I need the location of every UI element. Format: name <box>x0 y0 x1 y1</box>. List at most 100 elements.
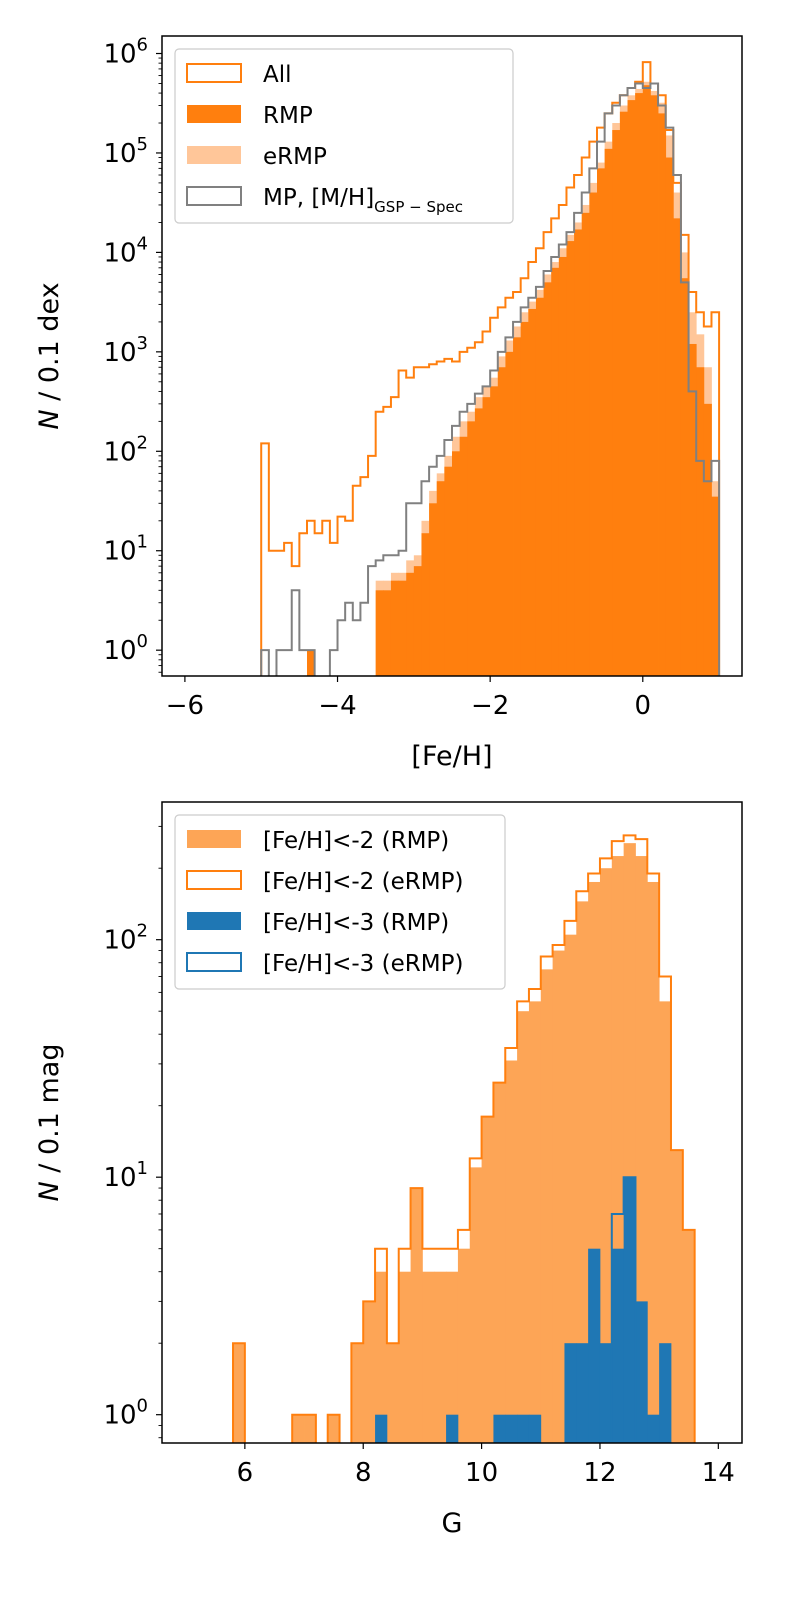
g-y-tick-label: 101 <box>103 1158 148 1193</box>
feh-legend-label-all: All <box>263 62 292 88</box>
feh-series-rmp-bar <box>452 451 461 676</box>
feh-x-ticks: −6 −4 −2 0 <box>166 676 651 721</box>
feh-legend: All RMP eRMP MP, [M/H]GSP − Spec <box>174 48 514 224</box>
feh-series-rmp-bar <box>436 481 445 676</box>
g-series-fe-h-2-rmp-bar <box>292 1414 305 1443</box>
g-legend: [Fe/H]<-2 (RMP) [Fe/H]<-2 (eRMP) [Fe/H]<-3… <box>174 814 506 990</box>
feh-series-rmp-bar <box>696 367 705 676</box>
feh-series-rmp-bar <box>658 113 667 676</box>
g-series-fe-h-3-rmp-bar <box>599 1343 613 1443</box>
feh-y-tick-label: 102 <box>103 432 148 467</box>
feh-series-rmp-bar <box>551 267 560 676</box>
g-x-axis-label: G <box>442 1508 463 1539</box>
g-series-fe-h-2-rmp-bar <box>599 868 613 1443</box>
g-series-fe-h-2-rmp-bar <box>552 950 565 1443</box>
feh-series-rmp-bar <box>421 533 430 676</box>
g-series-fe-h-2-rmp-bar <box>422 1271 435 1443</box>
feh-series-rmp-bar <box>398 580 407 676</box>
feh-series-rmp-bar <box>375 590 384 676</box>
feh-y-tick-label: 105 <box>103 134 148 169</box>
feh-y-tick-label: 100 <box>103 631 148 666</box>
feh-series-rmp-bar <box>688 343 697 676</box>
g-axes-frame <box>161 801 743 1444</box>
feh-series-rmp-bar <box>558 256 567 676</box>
feh-y-tick-label: 104 <box>103 233 148 268</box>
feh-legend-box <box>174 48 514 224</box>
g-legend-swatch-fe-h-2-ermp <box>186 870 242 890</box>
g-series-fe-h-2-rmp-bar <box>233 1343 246 1443</box>
feh-series-rmp-bar <box>627 100 636 676</box>
g-series-fe-h-2-rmp-bar <box>446 1271 459 1443</box>
feh-series-rmp-bar <box>467 421 476 676</box>
g-legend-swatch-fe-h-3-rmp <box>187 912 241 930</box>
feh-series-rmp-bar <box>604 148 613 676</box>
feh-series-rmp-bar <box>490 386 499 676</box>
feh-y-axis-label-unit: / 0.1 dex <box>34 282 65 409</box>
g-series-fe-h-3-rmp-bar <box>611 1248 625 1443</box>
g-series-fe-h-3-rmp-bar <box>493 1414 506 1443</box>
g-series-fe-h-3-rmp-bar <box>647 1414 660 1443</box>
feh-series-mp-m-h-gsp-spec <box>260 82 721 676</box>
g-series-fe-h-3-rmp-bar <box>623 1177 636 1443</box>
g-legend-label-fe-h-2-ermp: [Fe/H]<-2 (eRMP) <box>263 869 463 895</box>
g-series-fe-h-2-rmp-bar <box>327 1414 340 1443</box>
feh-series-rmp-bar <box>459 436 468 676</box>
feh-series-rmp-bar <box>619 111 628 676</box>
feh-series-rmp-bar <box>528 308 537 676</box>
g-series-fe-h-3-rmp-bar <box>659 1343 672 1443</box>
feh-x-tick-label: −4 <box>318 691 356 721</box>
g-x-ticks: 6 8 10 12 14 <box>237 1443 735 1488</box>
feh-series-rmp-bar <box>307 650 316 676</box>
g-legend-swatch-fe-h-2-rmp <box>187 830 241 848</box>
g-series-fe-h-2-rmp-bar <box>386 1343 400 1443</box>
g-series-fe-h-2-rmp-bar <box>540 969 554 1443</box>
feh-series-rmp-bar <box>581 212 590 676</box>
feh-series-all <box>260 61 721 676</box>
feh-y-axis-label: N / 0.1 dex <box>34 282 65 429</box>
feh-series-rmp-bar <box>650 95 659 676</box>
g-series-fe-h-2-rmp-bar <box>434 1271 447 1443</box>
g-series-fe-h-2-rmp-bar <box>670 1150 684 1443</box>
g-y-ticks: 100 101 102 <box>103 825 162 1439</box>
feh-series-rmp-bar <box>444 466 453 676</box>
feh-y-tick-label: 106 <box>103 35 148 70</box>
feh-series-rmp-bar <box>635 93 644 676</box>
g-y-axis-label: N / 0.1 mag <box>34 1044 65 1202</box>
g-legend-label-fe-h-2-rmp: [Fe/H]<-2 (RMP) <box>263 828 449 854</box>
g-y-tick-label: 102 <box>103 921 148 956</box>
feh-series-rmp-bar <box>574 229 583 676</box>
g-series-fe-h-2-rmp-bar <box>659 1001 672 1443</box>
g-x-tick-label: 8 <box>355 1458 372 1488</box>
g-series-fe-h-2-rmp-bar <box>647 881 660 1443</box>
g-series-fe-h-2-rmp-bar <box>363 1301 376 1443</box>
feh-series-rmp-bar <box>497 367 506 676</box>
feh-series-rmp-bar <box>589 192 598 676</box>
feh-x-tick-label: −2 <box>471 691 509 721</box>
feh-y-tick-label: 103 <box>103 333 148 368</box>
g-series-fe-h-3-rmp-bar <box>505 1414 518 1443</box>
g-series-fe-h-2-rmp-bar <box>635 856 648 1443</box>
g-y-axis-label-n: N <box>34 1181 65 1201</box>
g-series-fe-h-2-rmp-bar <box>457 1248 471 1443</box>
g-y-tick-label: 100 <box>103 1396 148 1431</box>
g-series-fe-h-3-rmp-bar <box>446 1414 459 1443</box>
g-series-fe-h-2-rmp-bar <box>505 1060 518 1443</box>
feh-series-rmp-bar <box>406 572 415 676</box>
feh-series-rmp-bar <box>566 241 575 676</box>
feh-series-rmp <box>307 85 720 676</box>
feh-legend-swatch-mp-m-h <box>186 186 242 206</box>
g-series-fe-h-2-rmp-bar <box>517 1011 530 1443</box>
feh-series-rmp-bar <box>505 351 514 676</box>
feh-series-rmp-bar <box>474 408 483 676</box>
feh-series-rmp-bar <box>680 278 689 676</box>
feh-legend-swatch-ermp <box>187 146 241 164</box>
feh-series-rmp-bar <box>429 503 438 676</box>
g-series-fe-h-2-rmp-bar <box>398 1271 411 1443</box>
feh-series-rmp-bar <box>673 218 682 676</box>
g-series-fe-h-2-rmp-bar <box>469 1167 482 1443</box>
g-series-fe-h-2-rmp-bar <box>576 901 589 1443</box>
feh-series-rmp-bar <box>711 496 720 676</box>
g-series-fe-h-3-rmp-bar <box>375 1414 388 1443</box>
g-series-fe-h-2-rmp-bar <box>375 1271 388 1443</box>
